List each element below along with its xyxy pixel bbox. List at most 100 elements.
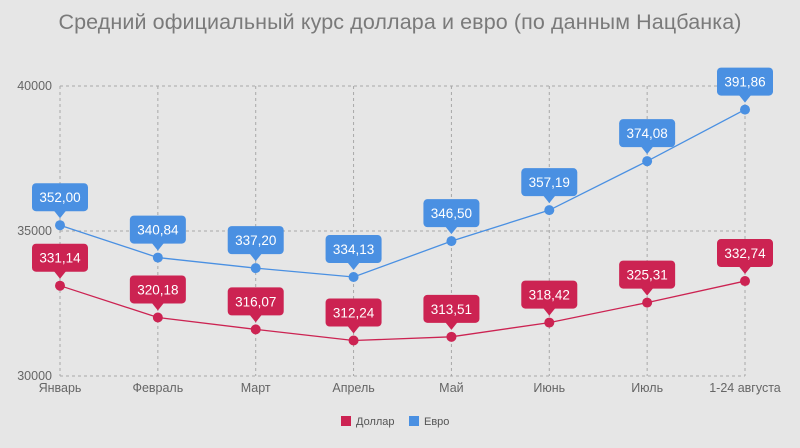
data-label-box: 331,14 (32, 243, 88, 279)
x-tick-label: 1-24 августа (709, 381, 781, 395)
legend-label: Евро (424, 416, 449, 428)
data-label-bg (32, 243, 88, 272)
x-tick-label: Март (241, 381, 271, 395)
data-point (446, 236, 457, 247)
data-label-pointer (445, 322, 458, 330)
x-tick-label: Май (439, 381, 464, 395)
data-label-box: 312,24 (325, 298, 382, 334)
data-label-pointer (347, 326, 360, 334)
data-label-box: 320,18 (129, 275, 186, 311)
data-label-pointer (641, 146, 654, 155)
data-label-box: 334,13 (325, 235, 382, 271)
data-label-pointer (151, 302, 164, 311)
y-tick-label: 40000 (17, 79, 52, 93)
data-point (642, 156, 653, 167)
data-label-pointer (641, 288, 654, 296)
x-tick-label: Июнь (533, 381, 565, 395)
data-label: 352,00 (39, 190, 80, 205)
data-point (55, 220, 65, 231)
data-point (55, 280, 65, 291)
data-label-bg (619, 119, 676, 148)
y-tick-label: 35000 (17, 224, 52, 238)
data-label-box: 318,42 (521, 280, 578, 316)
data-label-pointer (249, 314, 262, 323)
data-label-bg (423, 199, 480, 228)
data-label-box: 325,31 (619, 260, 676, 296)
data-label: 331,14 (39, 251, 81, 266)
data-label: 346,50 (431, 206, 472, 221)
data-label-bg (325, 235, 382, 264)
data-label-bg (227, 226, 284, 255)
data-label-bg (521, 280, 578, 309)
data-label-box: 357,19 (521, 168, 578, 204)
legend-item-euro: Евро (409, 416, 449, 428)
data-point (152, 312, 163, 323)
data-label: 374,08 (626, 126, 667, 141)
data-point (348, 272, 359, 283)
grid (59, 85, 746, 377)
data-label: 340,84 (137, 223, 179, 238)
data-label-pointer (347, 262, 360, 271)
data-label-pointer (543, 308, 556, 316)
data-label-box: 346,50 (423, 199, 480, 235)
data-label-pointer (54, 271, 66, 279)
data-label-pointer (54, 210, 66, 219)
data-label-pointer (151, 243, 164, 251)
data-label-bg (325, 298, 382, 327)
chart-title: Средний официальный курс доллара и евро … (58, 10, 742, 34)
data-label-box: 332,74 (717, 239, 773, 275)
data-label-pointer (249, 253, 262, 262)
data-label-bg (227, 287, 284, 316)
series-euro: 352,00 340,84 337,20 334,13 346,50 357,19 374,… (32, 67, 773, 283)
data-label-bg (717, 67, 773, 96)
y-tick-label: 30000 (17, 369, 52, 383)
data-label: 316,07 (235, 294, 276, 309)
legend-label: Доллар (356, 416, 395, 428)
data-label: 320,18 (137, 282, 178, 297)
data-label-box: 337,20 (227, 226, 284, 262)
data-point (740, 104, 750, 115)
data-label-box: 374,08 (619, 119, 676, 155)
legend-swatch (409, 416, 419, 426)
data-label-box: 313,51 (423, 294, 480, 330)
data-point (446, 331, 457, 342)
data-label-bg (619, 260, 676, 289)
legend-swatch (341, 416, 351, 426)
data-point (250, 324, 261, 335)
data-label: 332,74 (724, 246, 766, 261)
data-label-bg (521, 168, 578, 197)
data-label-bg (717, 239, 773, 268)
data-point (642, 297, 653, 308)
data-point (740, 276, 750, 287)
series-line (59, 280, 746, 342)
data-point (348, 335, 359, 346)
data-point (152, 252, 163, 263)
data-label-bg (129, 215, 186, 244)
data-label-box: 352,00 (32, 183, 88, 219)
legend-item-dollar: Доллар (341, 416, 395, 428)
data-label: 318,42 (529, 288, 570, 303)
legend: Доллар Евро (341, 416, 449, 428)
data-label: 312,24 (333, 306, 375, 321)
data-label-bg (129, 275, 186, 304)
data-label-pointer (543, 195, 556, 204)
data-label-box: 316,07 (227, 287, 284, 323)
data-label-pointer (739, 95, 751, 103)
data-label-box: 391,86 (717, 67, 773, 103)
x-tick-label: Апрель (332, 381, 374, 395)
x-tick-label: Январь (39, 381, 82, 395)
x-tick-label: Июль (631, 381, 663, 395)
data-label: 337,20 (235, 233, 276, 248)
data-label-pointer (445, 226, 458, 235)
series-line (59, 109, 746, 278)
data-label-bg (423, 294, 480, 323)
data-point (250, 263, 261, 274)
data-label-box: 340,84 (129, 215, 186, 251)
data-label: 313,51 (431, 302, 472, 317)
data-label: 357,19 (529, 175, 570, 190)
data-point (544, 205, 555, 216)
data-label-bg (32, 183, 88, 212)
data-label: 325,31 (626, 268, 667, 283)
